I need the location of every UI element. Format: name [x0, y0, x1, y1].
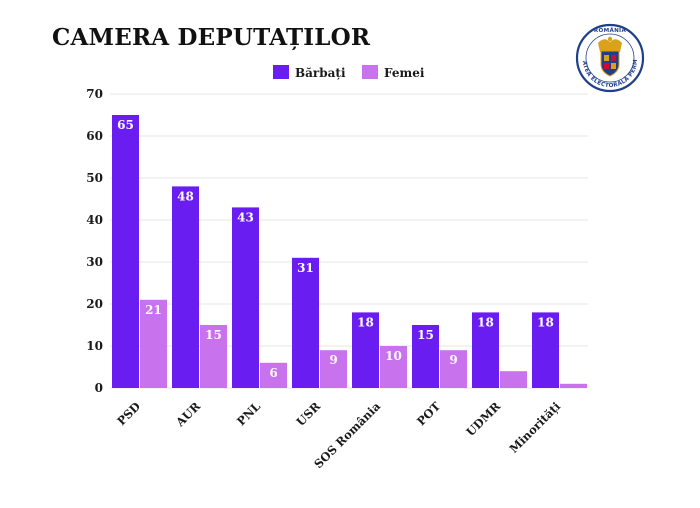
legend-label: Bărbați [295, 66, 346, 80]
y-tick-label: 70 [86, 87, 103, 101]
data-label: 6 [269, 366, 277, 380]
bars: 65 21 48 15 43 6 31 9 18 10 15 9 18 18 [112, 115, 587, 388]
y-axis-ticks: 0 10 20 30 40 50 60 70 [86, 87, 103, 395]
data-label: 15 [205, 328, 222, 342]
y-tick-label: 0 [95, 381, 103, 395]
bar-barbati [232, 207, 259, 388]
aep-seal-logo: AUTORITATEA ELECTORALĂ PERMANENTĂ ROMÂNI… [575, 23, 645, 93]
data-label: 31 [297, 261, 314, 275]
legend: Bărbați Femei [273, 65, 425, 80]
bar-barbati [292, 257, 319, 388]
y-tick-label: 20 [86, 297, 103, 311]
bar-femei [320, 350, 347, 388]
x-tick-label: USR [293, 399, 323, 429]
data-label: 10 [385, 349, 402, 363]
y-tick-label: 40 [86, 213, 103, 227]
y-tick-label: 10 [86, 339, 103, 353]
data-label: 21 [145, 303, 162, 317]
data-label: 18 [537, 315, 554, 329]
legend-swatch [362, 65, 378, 79]
x-tick-label: PNL [234, 399, 263, 428]
bar-femei [440, 350, 467, 388]
data-label: 9 [449, 353, 457, 367]
bar-barbati [412, 325, 439, 388]
data-label: 18 [357, 315, 374, 329]
x-tick-label: AUR [172, 399, 203, 430]
bar-femei [260, 362, 287, 388]
data-label: 9 [329, 353, 337, 367]
chart-title: CAMERA DEPUTAȚILOR [52, 24, 371, 51]
y-tick-label: 50 [86, 171, 103, 185]
bar-femei [380, 346, 407, 388]
data-label: 48 [177, 189, 194, 203]
bar-barbati [352, 312, 379, 388]
x-tick-label: UDMR [463, 399, 503, 439]
x-tick-label: Minorități [507, 399, 564, 456]
coat-of-arms-icon [598, 36, 622, 77]
bar-femei [200, 325, 227, 388]
x-tick-label: PSD [114, 399, 143, 428]
data-label: 43 [237, 210, 254, 224]
legend-swatch [273, 65, 289, 79]
bar-femei [500, 371, 527, 388]
y-tick-label: 60 [86, 129, 103, 143]
seal-top-text: ROMÂNIA [594, 27, 627, 34]
bar-femei [560, 383, 587, 388]
bar-barbati [472, 312, 499, 388]
bar-barbati [172, 186, 199, 388]
y-tick-label: 30 [86, 255, 103, 269]
bar-femei [140, 299, 167, 388]
bar-barbati [112, 115, 139, 388]
data-label: 15 [417, 328, 434, 342]
data-label: 18 [477, 315, 494, 329]
data-label: 65 [117, 118, 134, 132]
x-tick-label: POT [414, 399, 443, 428]
bar-barbati [532, 312, 559, 388]
legend-label: Femei [384, 66, 425, 80]
